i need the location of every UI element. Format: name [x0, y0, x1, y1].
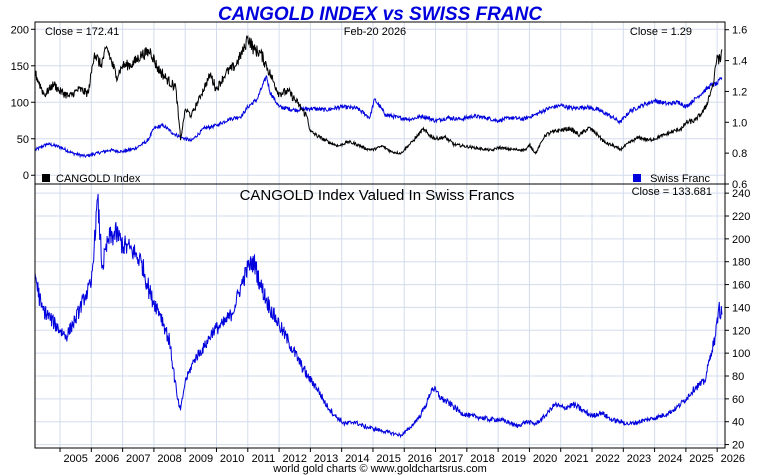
y-left-tick-label: 0 — [23, 170, 29, 182]
x-tick-label: 2023 — [627, 453, 651, 465]
y-bottom-tick-label: 240 — [732, 188, 750, 200]
y-bottom-tick-label: 160 — [732, 280, 750, 292]
y-bottom-tick-label: 100 — [732, 348, 750, 360]
y-bottom-tick-label: 60 — [732, 394, 744, 406]
series-line-swiss-franc — [34, 75, 723, 159]
y-left-tick-label: 100 — [11, 97, 29, 109]
bottom-panel-grid — [35, 184, 725, 448]
x-tick-label: 2024 — [658, 453, 682, 465]
x-tick-label: 2017 — [439, 453, 463, 465]
y-left-tick-label: 200 — [11, 24, 29, 36]
legend-cangold-label: CANGOLD Index — [56, 173, 141, 185]
top-panel-frame — [34, 21, 726, 185]
y-right-tick-label: 1.2 — [732, 86, 747, 98]
left-close-label: Close = 172.41 — [45, 26, 119, 38]
y-right-tick-label: 1.4 — [732, 56, 747, 68]
legend-swatch-swiss-franc — [633, 174, 641, 182]
bottom-panel-title: CANGOLD Index Valued In Swiss Francs — [240, 187, 515, 204]
y-bottom-tick-label: 220 — [732, 211, 750, 223]
x-tick-label: 2026 — [721, 453, 745, 465]
series-line-cangold-in-chf — [34, 193, 723, 439]
y-bottom-tick-label: 80 — [732, 371, 744, 383]
y-left-tick-label: 150 — [11, 61, 29, 73]
y-right-tick-label: 0.8 — [732, 148, 747, 160]
footer-credit: world gold charts © www.goldchartsrus.co… — [272, 463, 487, 475]
legend-swatch-cangold — [42, 174, 50, 182]
y-left-tick-label: 50 — [17, 134, 29, 146]
y-bottom-tick-label: 200 — [732, 234, 750, 246]
y-bottom-tick-label: 180 — [732, 257, 750, 269]
axis-ticks: 2005 2006 2007 2008 2009 2010 2011 2012 2013 2014… — [11, 24, 751, 465]
bottom-close-label: Close = 133.681 — [632, 186, 712, 198]
x-tick-label: 2008 — [157, 453, 181, 465]
x-tick-label: 2010 — [220, 453, 244, 465]
x-tick-label: 2015 — [376, 453, 400, 465]
y-bottom-tick-label: 40 — [732, 417, 744, 429]
top-panel-grid — [35, 22, 725, 184]
x-tick-label: 2011 — [252, 453, 276, 465]
bottom-panel-frame — [34, 183, 726, 449]
x-tick-label: 2009 — [189, 453, 213, 465]
x-tick-label: 2020 — [533, 453, 557, 465]
y-right-tick-label: 0.6 — [732, 179, 747, 191]
x-tick-label: 2014 — [345, 453, 369, 465]
series-lines — [34, 34, 723, 439]
legend-swiss-franc-label: Swiss Franc — [650, 173, 710, 185]
date-label: Feb-20 2026 — [344, 26, 406, 38]
y-bottom-tick-label: 120 — [732, 325, 750, 337]
x-tick-label: 2016 — [408, 453, 432, 465]
series-line-cangold-index — [34, 34, 723, 156]
x-tick-label: 2005 — [63, 453, 87, 465]
x-tick-label: 2018 — [470, 453, 494, 465]
y-right-tick-label: 1.0 — [732, 117, 747, 129]
x-tick-label: 2013 — [314, 453, 338, 465]
chart-title: CANGOLD INDEX vs SWISS FRANC — [218, 4, 542, 25]
x-tick-label: 2012 — [282, 453, 306, 465]
y-bottom-tick-label: 140 — [732, 302, 750, 314]
right-close-label: Close = 1.29 — [630, 26, 692, 38]
y-right-tick-label: 1.6 — [732, 25, 747, 37]
x-tick-label: 2007 — [126, 453, 150, 465]
x-tick-label: 2022 — [595, 453, 619, 465]
x-tick-label: 2021 — [564, 453, 588, 465]
x-tick-label: 2019 — [502, 453, 526, 465]
x-tick-label: 2006 — [95, 453, 119, 465]
y-bottom-tick-label: 20 — [732, 440, 744, 452]
x-tick-label: 2025 — [689, 453, 713, 465]
